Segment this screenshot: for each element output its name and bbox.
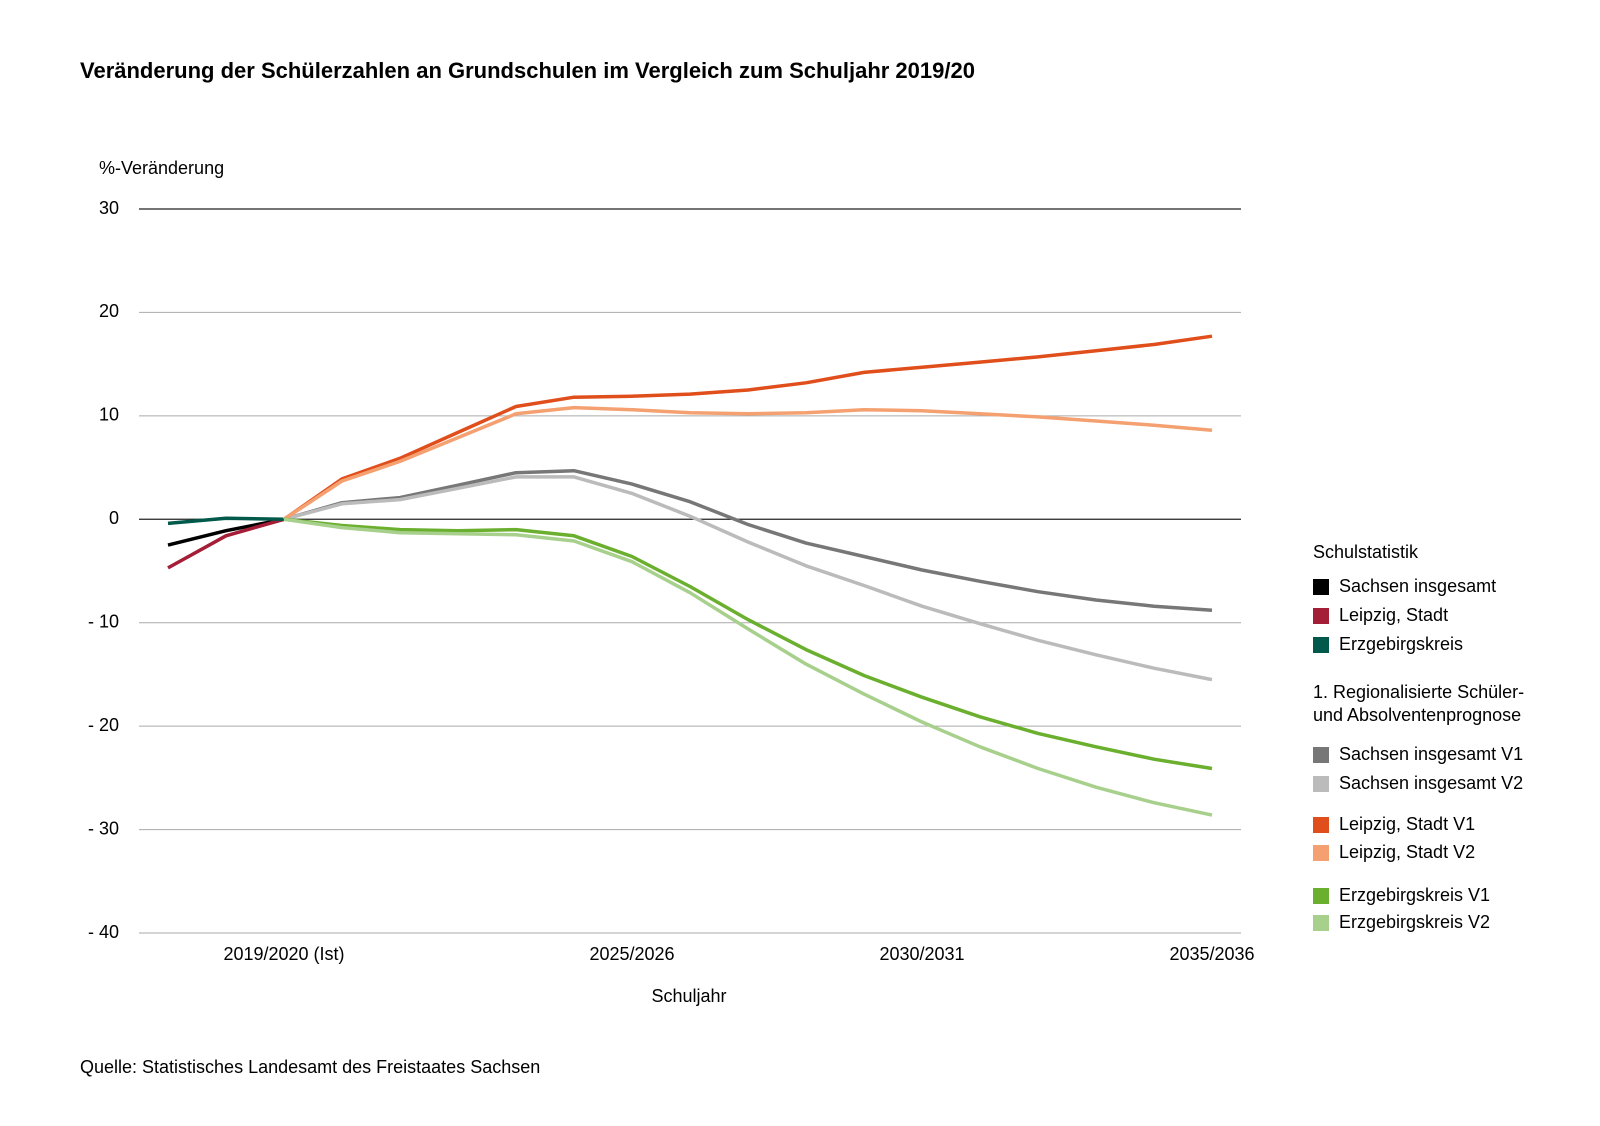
legend-label: Sachsen insgesamt V2 [1339, 773, 1523, 793]
legend-title: und Absolventenprognose [1313, 705, 1521, 725]
legend-label: Erzgebirgskreis [1339, 634, 1463, 654]
series-line [283, 517, 1213, 771]
legend-label: Leipzig, Stadt V1 [1339, 814, 1475, 834]
y-tick-label: - 10 [88, 611, 119, 631]
legend-swatch [1313, 608, 1329, 624]
y-axis-label: %-Veränderung [99, 158, 224, 178]
series-line [283, 405, 1213, 521]
x-tick-label: 2030/2031 [879, 944, 964, 964]
legend-label: Sachsen insgesamt [1339, 576, 1496, 596]
y-tick-label: - 40 [88, 922, 119, 942]
x-tick-label: 2035/2036 [1169, 944, 1254, 964]
y-tick-label: 0 [109, 508, 119, 528]
series-line [282, 334, 1213, 521]
legend-title: 1. Regionalisierte Schüler- [1313, 682, 1524, 702]
legend-label: Leipzig, Stadt V2 [1339, 842, 1475, 862]
legend-swatch [1313, 915, 1329, 931]
legend-swatch [1313, 817, 1329, 833]
series-line [283, 468, 1213, 613]
legend-label: Sachsen insgesamt V1 [1339, 744, 1523, 764]
y-tick-label: 20 [99, 301, 119, 321]
legend-swatch [1313, 747, 1329, 763]
legend-label: Leipzig, Stadt [1339, 605, 1448, 625]
source: Quelle: Statistisches Landesamt des Frei… [80, 1057, 540, 1077]
legend-swatch [1313, 637, 1329, 653]
series-line [167, 516, 285, 526]
y-tick-label: 10 [99, 405, 119, 425]
series-line [283, 475, 1213, 682]
legend-title: Schulstatistik [1313, 542, 1419, 562]
series-line [283, 517, 1213, 817]
legend-swatch [1313, 845, 1329, 861]
legend-label: Erzgebirgskreis V2 [1339, 912, 1490, 932]
x-axis-label: Schuljahr [651, 986, 726, 1006]
x-tick-label: 2019/2020 (Ist) [223, 944, 344, 964]
y-tick-label: 30 [99, 198, 119, 218]
legend-swatch [1313, 888, 1329, 904]
series-line [167, 517, 285, 570]
legend-swatch [1313, 579, 1329, 595]
x-tick-label: 2025/2026 [589, 944, 674, 964]
chart-title: Veränderung der Schülerzahlen an Grundsc… [80, 58, 975, 83]
y-tick-label: - 20 [88, 715, 119, 735]
legend-label: Erzgebirgskreis V1 [1339, 885, 1490, 905]
legend-swatch [1313, 776, 1329, 792]
y-tick-label: - 30 [88, 818, 119, 838]
